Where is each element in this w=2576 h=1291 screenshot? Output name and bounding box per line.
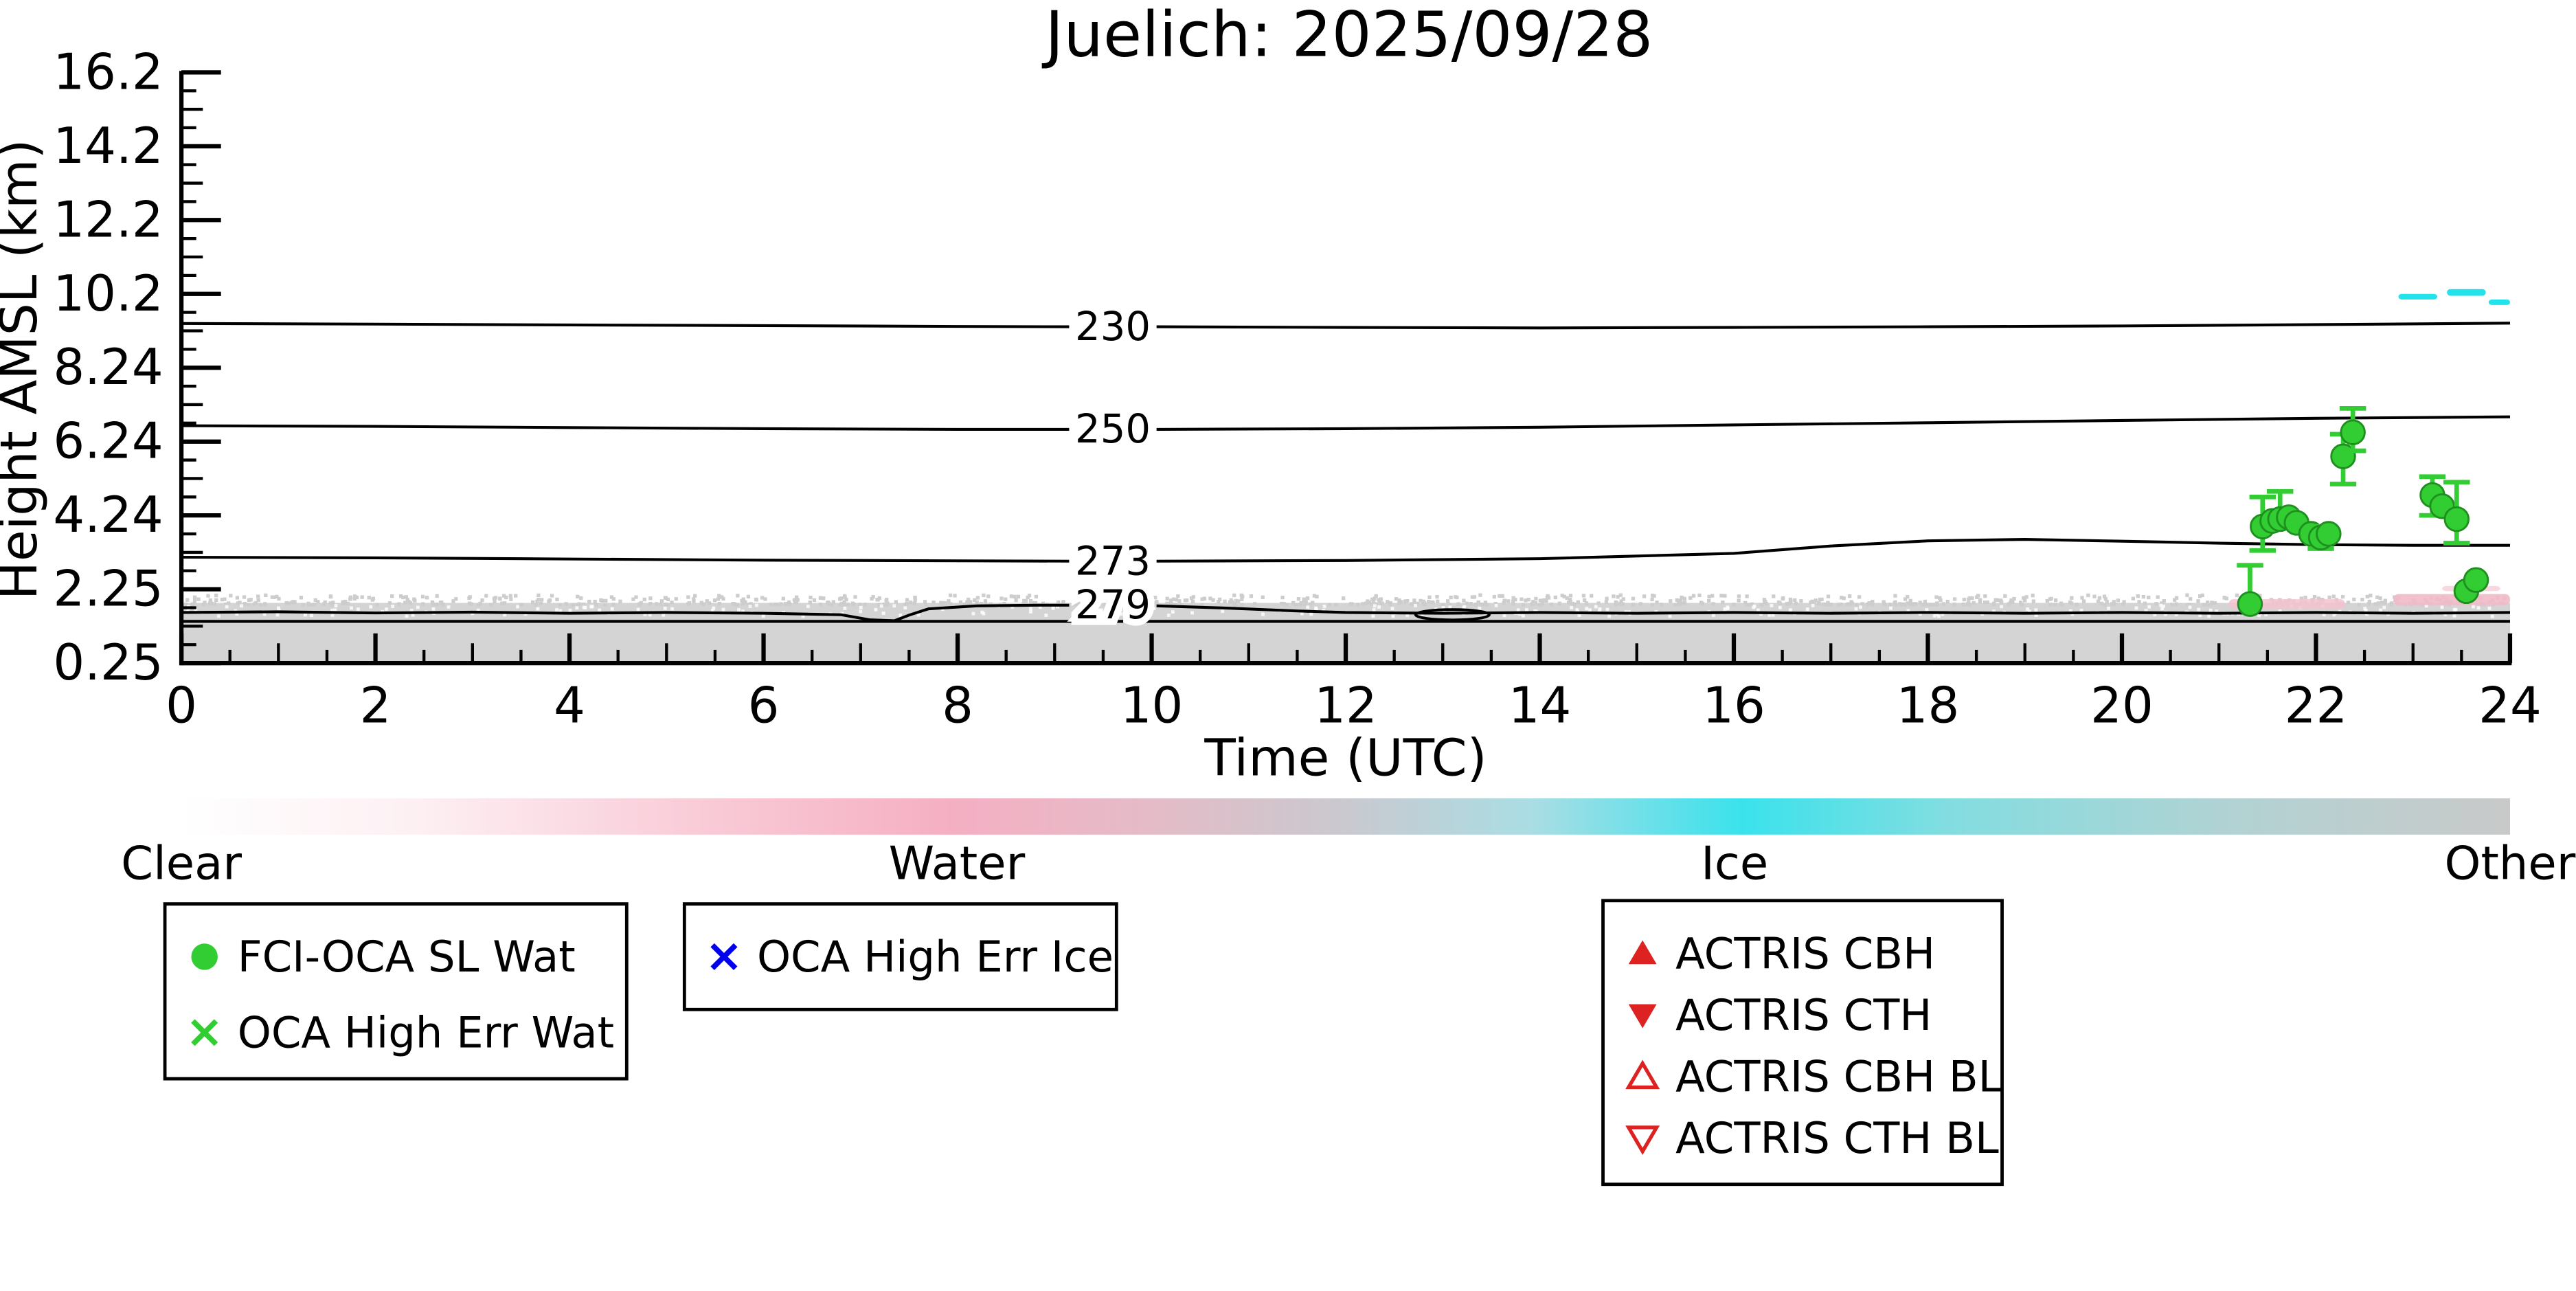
- data-point: [2316, 521, 2342, 547]
- data-point: [2463, 567, 2489, 593]
- legend-box-2: OCA High Err Ice: [682, 902, 1118, 1011]
- legend-marker-triangle-down: [1628, 1004, 1657, 1029]
- y-tick-label: 6.24: [53, 412, 163, 470]
- y-tick-label: 8.24: [53, 338, 163, 396]
- legend-marker-circle: [191, 943, 218, 970]
- x-tick-label: 18: [1897, 677, 1960, 734]
- legend-marker-x: [710, 943, 738, 970]
- chart-title: Juelich: 2025/09/28: [1041, 0, 1653, 71]
- legend-marker-triangle-down-open: [1625, 1125, 1660, 1155]
- y-tick-label: 14.2: [53, 117, 163, 175]
- y-axis-label: Height AMSL (km): [0, 139, 49, 600]
- colorbar-label: Clear: [121, 837, 242, 890]
- data-point: [2237, 591, 2263, 617]
- x-tick-label: 16: [1702, 677, 1765, 734]
- satellite-cloud-points: [2237, 405, 2489, 617]
- axes: 0 2 4 6 8 10 12 14 16 18 20 22 240.252.254.246.248.2…: [53, 43, 2541, 734]
- legend-box-3: ACTRIS CBH ACTRIS CTH ACTRIS CBH BL ACTRIS …: [1601, 899, 2004, 1187]
- y-tick-label: 2.25: [53, 560, 163, 618]
- classification-patches: [2228, 289, 2510, 609]
- x-tick-label: 2: [360, 677, 392, 734]
- x-tick-label: 0: [166, 677, 197, 734]
- x-tick-label: 6: [748, 677, 780, 734]
- legend-box-1: FCI-OCA SL Wat OCA High Err Wat: [163, 902, 629, 1081]
- x-tick-label: 8: [942, 677, 973, 734]
- legend-item-label: FCI-OCA SL Wat: [238, 932, 576, 982]
- legend-item-label: OCA High Err Ice: [757, 932, 1114, 982]
- legend-item-label: ACTRIS CTH BL: [1675, 1113, 1999, 1163]
- x-tick-label: 24: [2478, 677, 2542, 734]
- x-tick-label: 10: [1120, 677, 1184, 734]
- colorbar: Clear Water Ice Other: [121, 798, 2576, 890]
- y-tick-label: 4.24: [53, 486, 163, 543]
- legend-marker-triangle-up-open: [1625, 1059, 1660, 1090]
- contour-line-230: [181, 322, 1070, 328]
- y-tick-label: 12.2: [53, 190, 163, 248]
- colorbar-gradient: [181, 798, 2510, 835]
- contour-label: 250: [1075, 406, 1151, 452]
- ice-classification-patch: [2447, 289, 2486, 296]
- x-tick-label: 4: [554, 677, 585, 734]
- x-tick-label: 22: [2285, 677, 2348, 734]
- contour-line-279: [181, 603, 1070, 622]
- contour-line-273: [181, 555, 1070, 563]
- legend-item-label: ACTRIS CTH: [1675, 990, 1932, 1040]
- colorbar-label: Ice: [1701, 837, 1768, 890]
- legend-marker-triangle-up: [1628, 940, 1657, 965]
- colorbar-label: Other: [2445, 837, 2576, 890]
- x-tick-label: 14: [1509, 677, 1572, 734]
- y-tick-label: 0.25: [53, 633, 163, 691]
- x-tick-label: 20: [2090, 677, 2154, 734]
- legend-item-label: OCA High Err Wat: [238, 1007, 614, 1057]
- contour-line-250: [1156, 415, 2510, 431]
- colorbar-label: Water: [889, 837, 1026, 890]
- legend-item-label: ACTRIS CBH BL: [1675, 1052, 2002, 1102]
- ice-classification-patch: [2488, 299, 2510, 305]
- legend-frame: [163, 902, 629, 1081]
- contour-line-250: [181, 424, 1070, 431]
- contour-label: 273: [1075, 539, 1151, 585]
- y-tick-label: 16.2: [53, 43, 163, 100]
- y-tick-label: 10.2: [53, 265, 163, 322]
- data-point: [2443, 506, 2470, 532]
- legend-item-label: ACTRIS CBH: [1675, 928, 1935, 978]
- legend-frame: [1601, 899, 2004, 1187]
- closed-contour: [1414, 608, 1491, 622]
- data-point: [2340, 419, 2366, 445]
- water-classification-patch: [2393, 594, 2510, 605]
- contour-line-230: [1156, 322, 2510, 330]
- ice-classification-patch: [2398, 293, 2438, 300]
- legend-frame: [682, 902, 1118, 1011]
- contour-line-279: [1156, 604, 2510, 615]
- x-axis-label: Time (UTC): [1204, 728, 1487, 787]
- x-tick-label: 12: [1314, 677, 1377, 734]
- contour-label: 230: [1075, 304, 1151, 350]
- legends: FCI-OCA SL Wat OCA High Err Wat OCA High E…: [163, 899, 2004, 1187]
- legend-marker-x: [191, 1019, 218, 1046]
- contour-label: 279: [1075, 582, 1151, 628]
